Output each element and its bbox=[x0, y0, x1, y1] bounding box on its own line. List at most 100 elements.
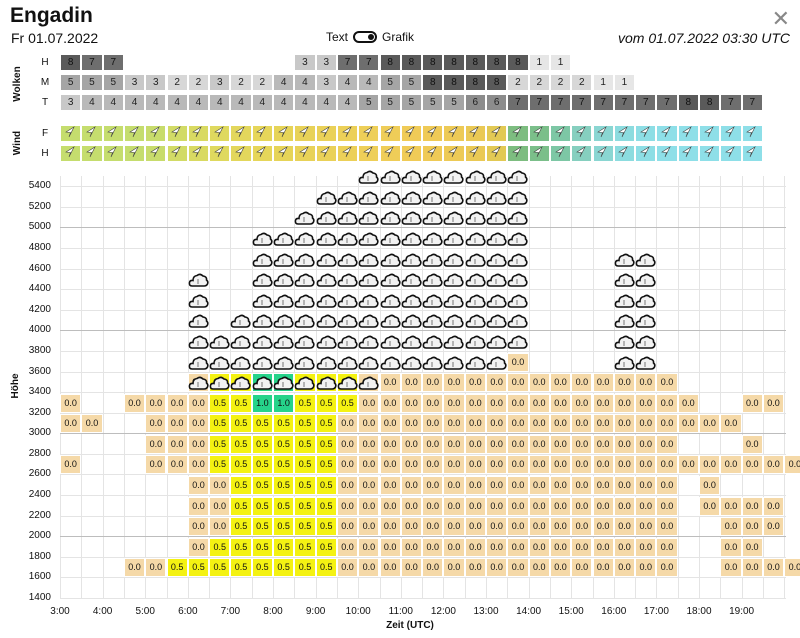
value-cell: 0.0 bbox=[677, 393, 699, 413]
wind-cell bbox=[699, 145, 721, 162]
cloud-cell: 8 bbox=[60, 54, 82, 71]
value-cell: 0.0 bbox=[699, 476, 721, 496]
wind-arrow-icon bbox=[661, 125, 673, 143]
y-tick-label: 3800 bbox=[28, 344, 51, 356]
view-toggle[interactable]: Text Grafik bbox=[326, 30, 414, 44]
cloud-icon bbox=[209, 373, 230, 393]
cloud-cell: 4 bbox=[230, 94, 252, 111]
value-cell: 0.0 bbox=[571, 393, 593, 413]
value-cell: 0.0 bbox=[571, 558, 593, 578]
value-cell: 0.0 bbox=[336, 414, 359, 434]
wind-cell bbox=[741, 145, 763, 162]
value-cell: 0.0 bbox=[336, 434, 359, 454]
value-cell: 0.0 bbox=[507, 373, 529, 393]
value-cell: 0.5 bbox=[230, 434, 252, 454]
value-cell: 0.5 bbox=[187, 558, 210, 578]
cloud-icon bbox=[635, 270, 656, 290]
value-cell: 0.5 bbox=[294, 434, 316, 454]
cloud-cell: 7 bbox=[102, 54, 124, 71]
value-cell: 0.0 bbox=[336, 537, 359, 557]
value-cell: 0.0 bbox=[358, 558, 380, 578]
value-cell: 0.0 bbox=[486, 496, 508, 516]
cloud-icon bbox=[273, 373, 294, 393]
value-cell: 0.0 bbox=[400, 476, 423, 496]
value-cell: 0.0 bbox=[762, 558, 785, 578]
cloud-cell: 2 bbox=[528, 74, 550, 91]
cloud-icon bbox=[380, 188, 401, 208]
cloud-cell: 8 bbox=[422, 74, 444, 91]
close-icon[interactable]: ✕ bbox=[771, 6, 790, 31]
value-cell: 0.0 bbox=[528, 414, 550, 434]
value-cell: 0.0 bbox=[507, 537, 529, 557]
value-cell: 0.0 bbox=[720, 496, 742, 516]
cloud-icon bbox=[486, 353, 507, 373]
value-cell: 0.0 bbox=[528, 434, 550, 454]
value-cell: 0.0 bbox=[549, 455, 572, 475]
cloud-cell: 7 bbox=[549, 94, 572, 111]
cloud-icon bbox=[230, 311, 252, 331]
wind-cell bbox=[720, 145, 742, 162]
value-cell: 0.0 bbox=[656, 537, 678, 557]
value-cell: 0.0 bbox=[528, 476, 550, 496]
wind-cell bbox=[166, 125, 188, 142]
x-axis-label: Zeit (UTC) bbox=[386, 620, 434, 631]
value-cell: 0.0 bbox=[592, 414, 614, 434]
cloud-cell: 4 bbox=[336, 94, 359, 111]
value-cell: 0.0 bbox=[187, 537, 210, 557]
value-cell: 0.5 bbox=[230, 517, 252, 537]
cloud-icon bbox=[465, 291, 486, 311]
cloud-icon bbox=[294, 250, 315, 270]
cloud-cell: 2 bbox=[507, 74, 529, 91]
value-cell: 0.0 bbox=[571, 476, 593, 496]
cloud-cell: 5 bbox=[60, 74, 82, 91]
value-cell: 0.0 bbox=[336, 558, 359, 578]
cloud-icon bbox=[230, 332, 252, 352]
value-cell: 0.5 bbox=[294, 517, 316, 537]
toggle-switch[interactable] bbox=[353, 31, 378, 43]
value-cell: 0.0 bbox=[400, 496, 423, 516]
value-cell: 0.0 bbox=[592, 393, 614, 413]
y-tick-label: 4600 bbox=[28, 262, 51, 274]
cloud-icon bbox=[188, 353, 209, 373]
cloud-icon bbox=[358, 229, 379, 249]
value-cell: 0.0 bbox=[443, 455, 465, 475]
wind-cell bbox=[486, 125, 508, 142]
cloud-cell: 2 bbox=[187, 74, 210, 91]
cloud-cell: 5 bbox=[400, 74, 423, 91]
value-cell: 0.0 bbox=[656, 558, 678, 578]
wind-cell bbox=[592, 125, 614, 142]
value-cell: 0.0 bbox=[443, 496, 465, 516]
value-cell: 0.5 bbox=[230, 414, 252, 434]
value-cell: 0.0 bbox=[379, 393, 401, 413]
clouds-section-label: Wolken bbox=[12, 66, 23, 102]
value-cell: 0.0 bbox=[443, 476, 465, 496]
cloud-icon bbox=[465, 208, 486, 228]
value-cell: 0.0 bbox=[336, 496, 359, 516]
value-cell: 1.0 bbox=[273, 393, 295, 413]
x-tick-label: 16:00 bbox=[601, 606, 627, 617]
wind-arrow-icon bbox=[639, 125, 652, 143]
wind-arrow-icon bbox=[533, 125, 545, 143]
cloud-cell: 4 bbox=[102, 94, 124, 111]
cloud-icon bbox=[252, 229, 273, 249]
grid-line-horizontal bbox=[60, 474, 786, 476]
value-cell: 0.0 bbox=[422, 476, 444, 496]
grid-line-vertical bbox=[81, 176, 83, 598]
value-cell: 0.0 bbox=[507, 434, 529, 454]
value-cell: 0.0 bbox=[635, 496, 657, 516]
value-cell: 0.0 bbox=[358, 393, 380, 413]
value-cell: 0.0 bbox=[422, 434, 444, 454]
wind-cell bbox=[81, 125, 103, 142]
wind-cell bbox=[400, 125, 423, 142]
value-cell: 0.0 bbox=[464, 434, 486, 454]
cloud-cell: 8 bbox=[422, 54, 444, 71]
cloud-icon bbox=[507, 167, 528, 187]
value-cell: 0.0 bbox=[187, 434, 210, 454]
value-cell: 0.0 bbox=[741, 496, 763, 516]
wind-arrow-icon bbox=[149, 145, 162, 163]
value-cell: 0.0 bbox=[166, 434, 188, 454]
grid-line-vertical bbox=[699, 176, 700, 598]
cloud-icon bbox=[380, 332, 401, 352]
cloud-icon bbox=[422, 353, 443, 373]
value-cell: 0.5 bbox=[251, 517, 273, 537]
